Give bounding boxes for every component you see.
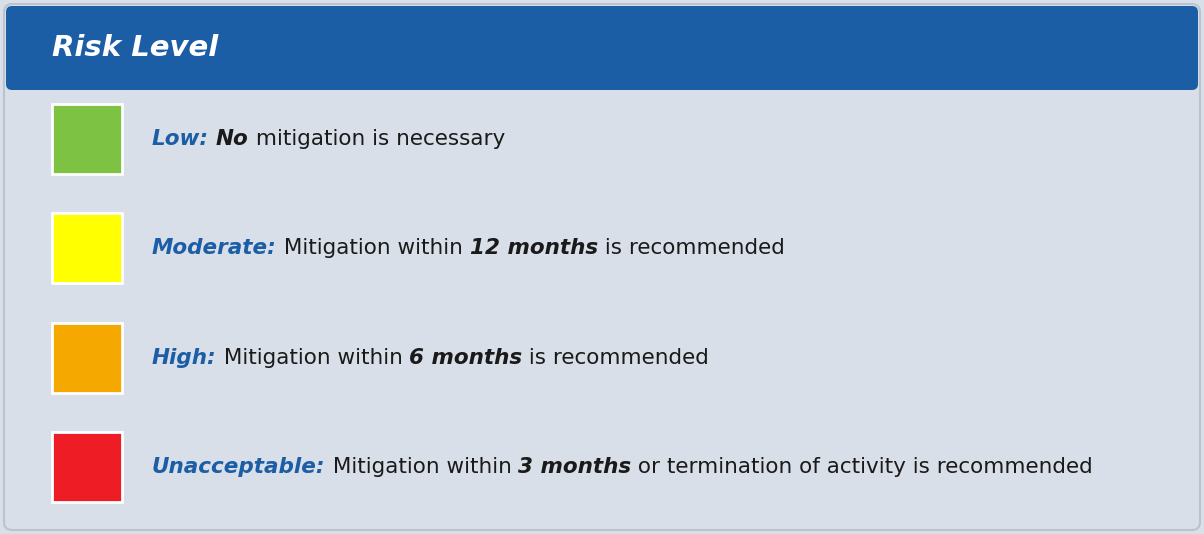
Bar — [52, 104, 122, 174]
Text: Risk Level: Risk Level — [52, 34, 218, 62]
Text: 3 months: 3 months — [518, 457, 631, 477]
Bar — [52, 323, 122, 392]
Text: Moderate:: Moderate: — [152, 238, 277, 258]
Text: is recommended: is recommended — [597, 238, 785, 258]
Text: High:: High: — [152, 348, 217, 368]
Text: Mitigation within: Mitigation within — [277, 238, 470, 258]
Text: 6 months: 6 months — [409, 348, 523, 368]
Text: Mitigation within: Mitigation within — [217, 348, 409, 368]
Text: Low:: Low: — [152, 129, 209, 149]
Text: is recommended: is recommended — [523, 348, 709, 368]
Text: No: No — [216, 129, 248, 149]
Text: or termination of activity is recommended: or termination of activity is recommende… — [631, 457, 1093, 477]
Text: Mitigation within: Mitigation within — [325, 457, 518, 477]
Bar — [52, 432, 122, 502]
Text: Unacceptable:: Unacceptable: — [152, 457, 325, 477]
FancyBboxPatch shape — [4, 4, 1200, 530]
Text: 12 months: 12 months — [470, 238, 597, 258]
Text: mitigation is necessary: mitigation is necessary — [248, 129, 504, 149]
Bar — [52, 213, 122, 283]
FancyBboxPatch shape — [6, 6, 1198, 90]
